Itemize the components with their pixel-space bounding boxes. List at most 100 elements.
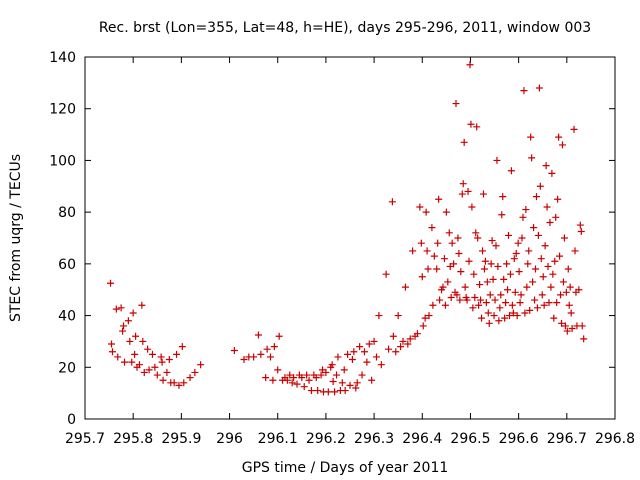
data-point xyxy=(112,305,120,313)
data-point xyxy=(397,343,405,351)
data-point xyxy=(338,379,346,387)
data-point xyxy=(481,257,489,265)
data-point xyxy=(178,343,186,351)
data-point xyxy=(368,376,376,384)
data-point xyxy=(283,376,291,384)
data-point xyxy=(334,353,342,361)
data-point xyxy=(138,301,146,309)
data-point xyxy=(419,322,427,330)
data-point xyxy=(333,371,341,379)
data-point xyxy=(560,234,568,242)
data-point xyxy=(491,296,499,304)
data-point xyxy=(459,180,467,188)
x-tick-label: 296.7 xyxy=(547,431,587,447)
data-point xyxy=(565,301,573,309)
data-point xyxy=(128,358,136,366)
data-point xyxy=(513,312,521,320)
data-point xyxy=(119,327,127,335)
data-point xyxy=(535,84,543,92)
data-point xyxy=(406,335,414,343)
data-point xyxy=(558,141,566,149)
data-point xyxy=(197,361,205,369)
x-tick-label: 295.9 xyxy=(161,431,201,447)
data-point xyxy=(546,218,554,226)
data-point xyxy=(286,371,294,379)
data-point xyxy=(442,208,450,216)
data-point xyxy=(140,368,148,376)
y-tick-label: 20 xyxy=(58,360,76,376)
data-point xyxy=(159,376,167,384)
data-point xyxy=(469,304,477,312)
data-point xyxy=(463,296,471,304)
data-point xyxy=(537,255,545,263)
data-point xyxy=(473,123,481,131)
data-point xyxy=(497,291,505,299)
x-tick-label: 296 xyxy=(216,431,243,447)
data-point xyxy=(262,374,270,382)
data-point xyxy=(549,270,557,278)
data-point xyxy=(576,221,584,229)
data-point xyxy=(440,255,448,263)
data-point xyxy=(107,279,115,287)
data-point xyxy=(485,319,493,327)
data-point xyxy=(578,322,586,330)
data-point xyxy=(553,299,561,307)
data-point xyxy=(519,213,527,221)
data-point xyxy=(474,234,482,242)
data-point xyxy=(477,296,485,304)
data-point xyxy=(324,388,332,396)
data-point xyxy=(566,283,574,291)
data-point xyxy=(124,317,132,325)
data-point xyxy=(404,340,412,348)
data-point xyxy=(288,379,296,387)
data-point xyxy=(532,193,540,201)
data-point xyxy=(175,381,183,389)
data-point xyxy=(536,182,544,190)
data-point xyxy=(527,133,535,141)
data-point xyxy=(551,257,559,265)
data-point xyxy=(540,301,548,309)
data-point xyxy=(389,332,397,340)
y-tick-label: 100 xyxy=(49,153,76,169)
x-tick-label: 295.7 xyxy=(65,431,105,447)
data-point xyxy=(129,309,137,317)
data-point xyxy=(305,376,313,384)
data-point xyxy=(580,335,588,343)
data-point xyxy=(561,322,569,330)
data-point xyxy=(445,229,453,237)
data-point xyxy=(230,346,238,354)
data-point xyxy=(131,350,139,358)
x-tick-label: 296.8 xyxy=(595,431,635,447)
y-tick-label: 120 xyxy=(49,102,76,118)
data-point xyxy=(516,299,524,307)
data-point xyxy=(180,379,188,387)
x-tick-label: 296.6 xyxy=(499,431,539,447)
data-point xyxy=(504,286,512,294)
y-axis-label: STEC from uqrg / TECUs xyxy=(8,154,24,322)
data-point xyxy=(503,260,511,268)
data-point xyxy=(556,252,564,260)
data-point xyxy=(575,286,583,294)
data-point xyxy=(267,353,274,361)
data-point xyxy=(413,330,421,338)
data-point xyxy=(500,275,508,283)
data-series xyxy=(107,61,588,396)
data-point xyxy=(489,275,497,283)
data-point xyxy=(428,224,436,232)
data-point xyxy=(520,87,528,95)
data-point xyxy=(365,340,373,348)
data-point xyxy=(120,322,128,330)
data-point xyxy=(317,371,325,379)
data-point xyxy=(422,208,430,216)
data-point xyxy=(472,229,480,237)
data-point xyxy=(521,309,529,317)
data-point xyxy=(346,381,354,389)
data-point xyxy=(458,190,466,198)
data-point xyxy=(554,195,562,203)
data-point xyxy=(117,304,125,312)
data-point xyxy=(298,374,306,382)
data-point xyxy=(433,265,441,273)
data-point xyxy=(480,265,488,273)
data-point xyxy=(455,250,463,258)
